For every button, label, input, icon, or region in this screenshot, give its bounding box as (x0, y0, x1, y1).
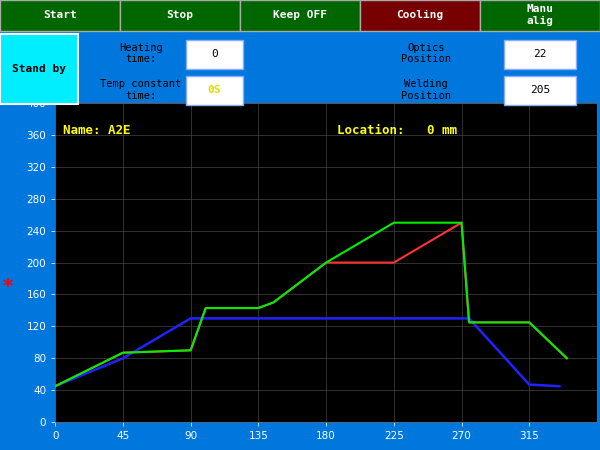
Text: Name: A2E: Name: A2E (64, 124, 131, 137)
Text: 22: 22 (533, 50, 547, 59)
Text: 205: 205 (530, 86, 550, 95)
Text: 0S: 0S (208, 86, 221, 95)
Text: Stand by: Stand by (12, 64, 66, 74)
Text: Cooling: Cooling (397, 10, 443, 20)
Text: Manu
alig: Manu alig (527, 4, 554, 26)
Text: 0: 0 (211, 50, 218, 59)
Text: Heating
time:: Heating time: (119, 43, 163, 64)
Text: Temp constant
time:: Temp constant time: (100, 80, 182, 101)
Text: Start: Start (43, 10, 77, 20)
Text: Welding
Position: Welding Position (401, 80, 451, 101)
Text: Optics
Position: Optics Position (401, 43, 451, 64)
Text: Location:   0 mm: Location: 0 mm (337, 124, 457, 137)
Text: Keep OFF: Keep OFF (273, 10, 327, 20)
Text: *: * (3, 277, 13, 296)
Text: Stop: Stop (167, 10, 194, 20)
